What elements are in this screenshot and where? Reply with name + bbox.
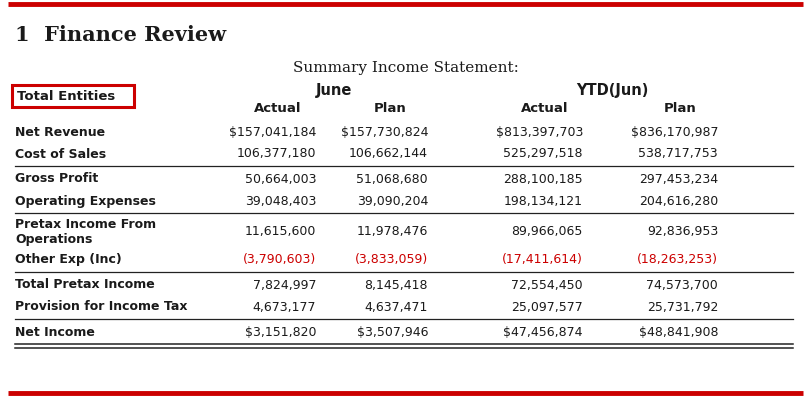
Text: YTD(Jun): YTD(Jun) — [577, 83, 649, 98]
Text: 204,616,280: 204,616,280 — [639, 195, 718, 208]
Text: Net Revenue: Net Revenue — [15, 125, 105, 139]
Text: Cost of Sales: Cost of Sales — [15, 148, 106, 160]
Text: 25,097,577: 25,097,577 — [511, 301, 583, 314]
Text: 525,297,518: 525,297,518 — [504, 148, 583, 160]
Text: 50,664,003: 50,664,003 — [244, 173, 316, 185]
Text: 4,673,177: 4,673,177 — [252, 301, 316, 314]
Text: $836,170,987: $836,170,987 — [630, 125, 718, 139]
Text: 4,637,471: 4,637,471 — [365, 301, 428, 314]
Text: Plan: Plan — [663, 102, 697, 114]
Text: Total Pretax Income: Total Pretax Income — [15, 279, 155, 291]
Text: 11,978,476: 11,978,476 — [357, 225, 428, 239]
Text: 25,731,792: 25,731,792 — [646, 301, 718, 314]
Text: 198,134,121: 198,134,121 — [504, 195, 583, 208]
Text: $157,730,824: $157,730,824 — [341, 125, 428, 139]
Text: 1  Finance Review: 1 Finance Review — [15, 25, 226, 45]
Text: 106,377,180: 106,377,180 — [237, 148, 316, 160]
Text: Actual: Actual — [521, 102, 569, 114]
Text: 92,836,953: 92,836,953 — [646, 225, 718, 239]
Text: (3,790,603): (3,790,603) — [242, 254, 316, 266]
Text: Provision for Income Tax: Provision for Income Tax — [15, 301, 187, 314]
Text: (17,411,614): (17,411,614) — [502, 254, 583, 266]
Text: 51,068,680: 51,068,680 — [356, 173, 428, 185]
Text: $48,841,908: $48,841,908 — [638, 326, 718, 339]
Text: Gross Profit: Gross Profit — [15, 173, 98, 185]
Text: Net Income: Net Income — [15, 326, 95, 339]
Text: June: June — [315, 83, 352, 98]
Text: 106,662,144: 106,662,144 — [349, 148, 428, 160]
Text: $813,397,703: $813,397,703 — [496, 125, 583, 139]
Text: 297,453,234: 297,453,234 — [639, 173, 718, 185]
Text: 7,824,997: 7,824,997 — [252, 279, 316, 291]
Text: (18,263,253): (18,263,253) — [637, 254, 718, 266]
Text: $47,456,874: $47,456,874 — [504, 326, 583, 339]
Text: 288,100,185: 288,100,185 — [504, 173, 583, 185]
Text: Total Entities: Total Entities — [17, 89, 115, 102]
Text: $3,151,820: $3,151,820 — [244, 326, 316, 339]
Text: 39,090,204: 39,090,204 — [357, 195, 428, 208]
Text: Other Exp (Inc): Other Exp (Inc) — [15, 254, 122, 266]
Text: $3,507,946: $3,507,946 — [357, 326, 428, 339]
Text: 72,554,450: 72,554,450 — [512, 279, 583, 291]
Text: 74,573,700: 74,573,700 — [646, 279, 718, 291]
Text: Summary Income Statement:: Summary Income Statement: — [293, 61, 518, 75]
Text: 89,966,065: 89,966,065 — [512, 225, 583, 239]
Text: (3,833,059): (3,833,059) — [354, 254, 428, 266]
Text: Actual: Actual — [255, 102, 302, 114]
Text: Pretax Income From
Operations: Pretax Income From Operations — [15, 218, 157, 246]
Text: Plan: Plan — [374, 102, 406, 114]
Text: 39,048,403: 39,048,403 — [245, 195, 316, 208]
Text: 11,615,600: 11,615,600 — [245, 225, 316, 239]
Text: $157,041,184: $157,041,184 — [229, 125, 316, 139]
Text: 8,145,418: 8,145,418 — [364, 279, 428, 291]
Text: Operating Expenses: Operating Expenses — [15, 195, 156, 208]
Text: 538,717,753: 538,717,753 — [638, 148, 718, 160]
